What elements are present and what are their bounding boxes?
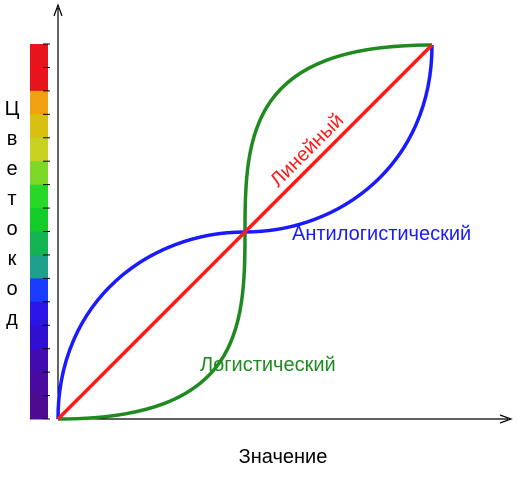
y-axis-label-letter: к — [8, 248, 17, 270]
antilogistic-label: Антилогистический — [292, 223, 471, 245]
y-axis-label-letter: е — [6, 158, 17, 180]
x-axis-label: Значение — [239, 446, 328, 468]
linear-curve — [56, 43, 434, 421]
logistic-label: Логистический — [200, 354, 336, 376]
y-axis-arrowhead — [53, 3, 63, 17]
y-axis-label-letter: в — [7, 128, 18, 150]
colorbar-segment — [30, 278, 48, 303]
colorbar-segment — [30, 254, 48, 279]
colorbar-segment — [30, 372, 48, 397]
colorbar-segment — [30, 208, 48, 232]
colorbar-segment — [30, 137, 48, 162]
axes — [53, 3, 513, 424]
y-axis-label-letter: т — [7, 188, 16, 210]
colorbar-segment — [30, 348, 48, 373]
y-axis-label-letter: Ц — [5, 98, 20, 120]
colorbar-segment — [30, 301, 48, 326]
color-scale-bar — [30, 43, 50, 420]
y-axis-label-letter: д — [6, 308, 18, 330]
colorbar-segment — [30, 67, 48, 92]
linear-label: Линейный — [266, 109, 348, 191]
colorbar-segment — [30, 395, 48, 420]
y-axis-label-letter: о — [6, 278, 17, 300]
colorbar-segment — [30, 90, 48, 115]
colorbar-segment — [30, 161, 48, 186]
colorbar-segment — [30, 44, 48, 68]
colorbar-segment — [30, 184, 48, 209]
y-axis-label-letter: о — [6, 218, 17, 240]
colorbar-segment — [30, 231, 48, 256]
colorbar-segment — [30, 114, 48, 139]
x-axis-arrowhead — [499, 414, 513, 424]
colorbar-segment — [30, 325, 48, 350]
